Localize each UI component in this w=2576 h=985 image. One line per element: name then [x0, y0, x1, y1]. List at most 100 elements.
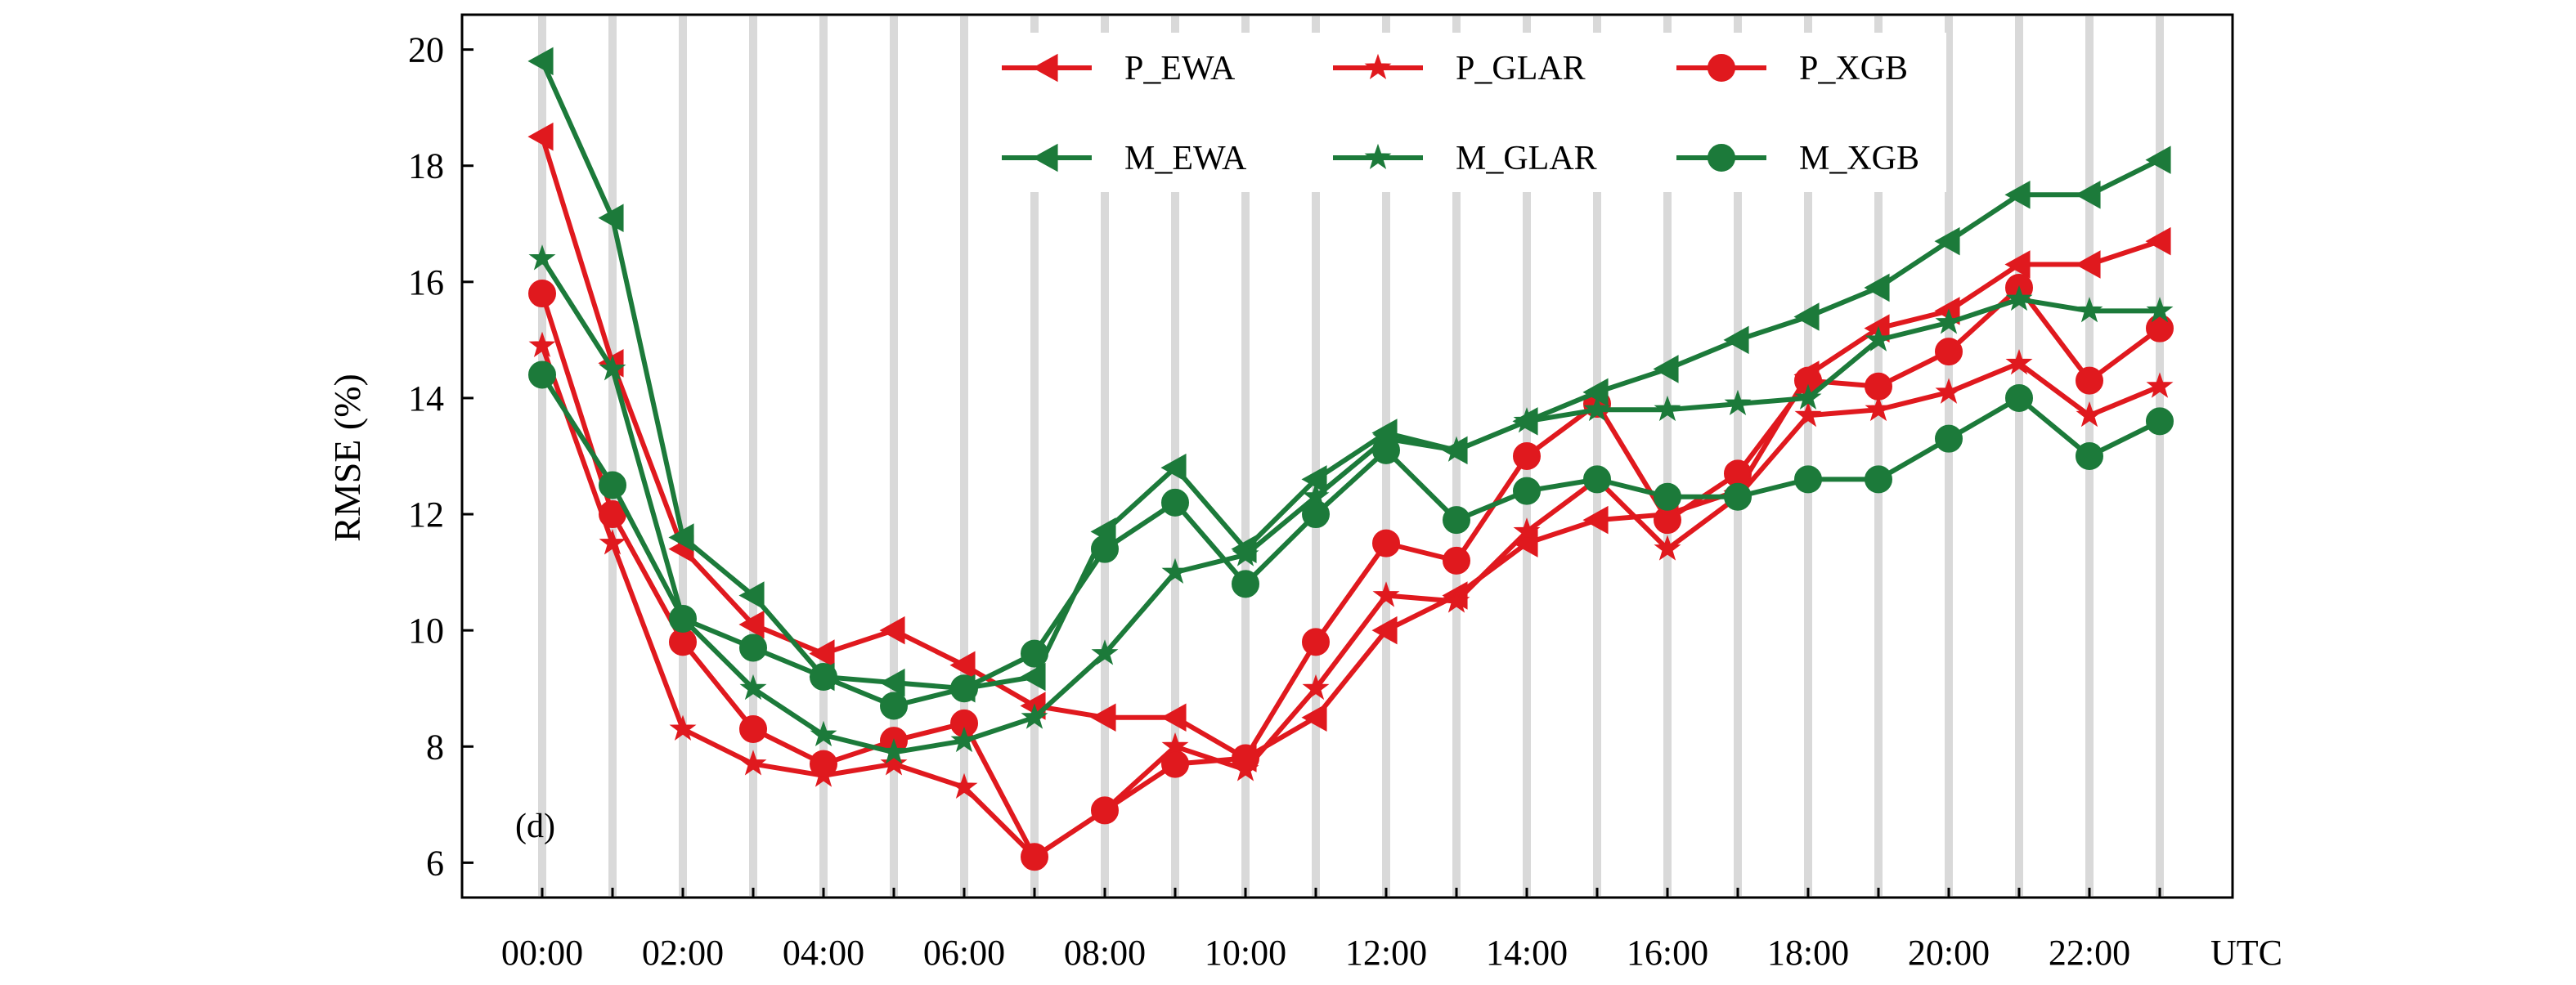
data-point-p-xgb — [1513, 442, 1541, 470]
y-axis-title: RMSE (%) — [326, 374, 368, 542]
data-point-m-xgb — [1161, 488, 1189, 517]
data-point-m-ewa — [1653, 355, 1679, 383]
data-point-m-glar — [1583, 395, 1611, 422]
data-point-m-glar — [1443, 436, 1470, 462]
x-tick-label: 00:00 — [501, 933, 583, 973]
data-point-p-ewa — [1301, 703, 1327, 732]
data-point-p-ewa — [879, 616, 905, 645]
data-point-m-glar — [739, 674, 767, 701]
data-point-m-glar — [1232, 540, 1259, 566]
y-tick-label: 20 — [408, 30, 444, 70]
data-point-m-glar — [880, 738, 908, 764]
legend-item-m-ewa: M_EWA — [1002, 140, 1247, 177]
data-point-p-glar — [599, 529, 626, 555]
data-point-p-xgb — [1091, 796, 1119, 825]
x-tick-label: 04:00 — [783, 933, 864, 973]
data-point-p-ewa — [738, 610, 765, 639]
data-point-p-ewa — [1582, 505, 1609, 535]
data-point-m-xgb — [1091, 535, 1119, 563]
data-point-m-glar — [528, 244, 556, 271]
data-point-p-glar — [1654, 535, 1681, 561]
panel-label: (d) — [515, 808, 555, 845]
x-tick-label: 12:00 — [1345, 933, 1427, 973]
data-point-m-xgb — [1443, 506, 1470, 535]
data-point-m-ewa — [879, 668, 905, 697]
data-point-m-xgb — [1232, 570, 1259, 598]
legend-marker — [1032, 53, 1058, 83]
data-point-m-glar — [950, 726, 978, 753]
data-point-p-ewa — [1160, 703, 1187, 732]
data-point-p-xgb — [1724, 459, 1752, 488]
data-point-p-glar — [880, 750, 908, 776]
data-point-m-xgb — [2005, 383, 2033, 412]
data-point-p-ewa — [949, 651, 976, 680]
x-tick-label: 14:00 — [1486, 933, 1568, 973]
plot-frame — [460, 13, 2234, 899]
data-point-p-xgb — [1865, 372, 1892, 401]
data-point-m-ewa — [2004, 180, 2031, 209]
legend-label: M_XGB — [1799, 140, 1919, 177]
data-point-m-xgb — [950, 674, 978, 703]
data-point-p-xgb — [1021, 843, 1048, 871]
x-tick-label: 16:00 — [1627, 933, 1708, 973]
data-point-m-xgb — [810, 663, 837, 691]
series-line-m-xgb — [540, 373, 2161, 709]
data-point-m-ewa — [1020, 662, 1046, 692]
data-point-p-glar — [528, 331, 556, 357]
data-point-m-xgb — [1513, 477, 1541, 505]
legend-item-p-ewa: P_EWA — [1002, 50, 1236, 87]
series-m-xgb — [528, 360, 2174, 720]
x-tick-label: 18:00 — [1767, 933, 1849, 973]
y-tick-label: 10 — [408, 611, 444, 651]
axis-ticks: 6 8 10 12 14 16 18 20 00:00 02:00 04:00 06:00 08:00 1… — [408, 30, 2161, 973]
data-point-m-ewa — [1934, 226, 1960, 256]
data-point-p-xgb — [528, 280, 556, 308]
legend-marker — [1708, 144, 1735, 172]
data-point-p-ewa — [1371, 616, 1398, 645]
data-point-m-glar — [2076, 297, 2103, 323]
data-point-m-ewa — [598, 204, 624, 232]
data-point-p-ewa — [2004, 250, 2031, 279]
data-point-m-glar — [2146, 297, 2174, 323]
data-point-m-xgb — [1021, 639, 1048, 668]
data-point-p-glar — [1372, 581, 1400, 607]
data-point-m-glar — [1794, 383, 1822, 410]
data-point-m-glar — [1091, 639, 1119, 665]
legend-item-p-glar: P_GLAR — [1333, 50, 1586, 87]
data-point-p-ewa — [809, 639, 835, 668]
data-point-p-xgb — [739, 714, 767, 743]
data-point-p-xgb — [810, 750, 837, 778]
series-m-glar — [528, 244, 2174, 764]
x-tick-label: 22:00 — [2049, 933, 2130, 973]
data-point-m-glar — [599, 355, 626, 381]
data-point-m-glar — [1654, 395, 1681, 422]
data-point-p-xgb — [1372, 529, 1400, 557]
data-point-m-glar — [1935, 308, 1963, 334]
data-point-p-ewa — [527, 122, 554, 151]
data-point-m-xgb — [528, 360, 556, 389]
data-point-p-glar — [2076, 401, 2103, 428]
data-point-p-glar — [2005, 348, 2033, 375]
data-point-p-glar — [1302, 674, 1330, 701]
series-line-p-glar — [540, 344, 2161, 860]
legend-marker — [1364, 143, 1392, 169]
data-point-p-glar — [1935, 378, 1963, 404]
legend-background — [977, 33, 1946, 192]
legend-label: P_EWA — [1124, 50, 1236, 87]
x-tick-label: 06:00 — [923, 933, 1005, 973]
data-point-p-xgb — [1232, 744, 1259, 772]
data-point-m-xgb — [2146, 407, 2174, 436]
data-point-m-ewa — [1723, 325, 1749, 355]
data-point-p-glar — [2146, 372, 2174, 398]
data-point-m-xgb — [1654, 482, 1681, 511]
data-point-p-glar — [1865, 395, 1892, 422]
legend-marker — [1364, 53, 1392, 79]
data-point-m-ewa — [668, 523, 694, 552]
data-point-m-ewa — [1864, 273, 1890, 302]
data-point-m-glar — [1161, 557, 1189, 584]
data-point-m-ewa — [1793, 302, 1820, 331]
series-p-ewa — [527, 122, 2171, 772]
legend-label: P_GLAR — [1456, 50, 1586, 87]
data-point-m-ewa — [1582, 378, 1609, 407]
data-point-m-glar — [1513, 407, 1541, 433]
